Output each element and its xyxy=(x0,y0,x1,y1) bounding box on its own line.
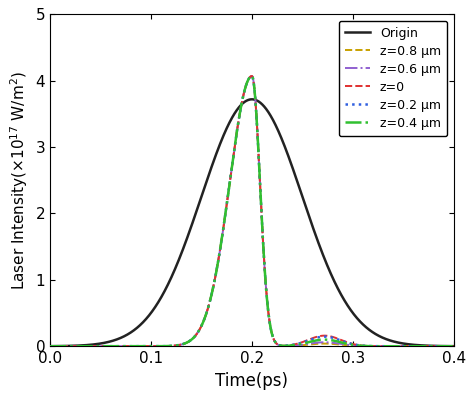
Legend: Origin, z=0.8 μm, z=0.6 μm, z=0, z=0.2 μm, z=0.4 μm: Origin, z=0.8 μm, z=0.6 μm, z=0, z=0.2 μ… xyxy=(339,21,447,136)
Line: z=0: z=0 xyxy=(50,76,454,346)
z=0.4 μm xyxy=(220,229,226,234)
z=0 xyxy=(239,100,245,105)
z=0.4 μm xyxy=(340,341,346,345)
z=0.2 μm xyxy=(340,339,346,344)
z=0 xyxy=(47,344,53,349)
Line: Origin: Origin xyxy=(50,100,454,346)
z=0.2 μm xyxy=(220,229,226,234)
z=0.2 μm xyxy=(438,344,444,349)
z=0.8 μm xyxy=(239,100,245,105)
z=0.2 μm xyxy=(451,344,456,349)
z=0.2 μm xyxy=(47,344,53,349)
z=0 xyxy=(438,344,444,349)
z=0 xyxy=(419,344,424,349)
Line: z=0.4 μm: z=0.4 μm xyxy=(50,76,454,346)
z=0 xyxy=(249,74,255,78)
z=0.6 μm xyxy=(451,344,456,349)
z=0.8 μm xyxy=(451,344,456,349)
z=0.8 μm xyxy=(438,344,444,349)
z=0.6 μm xyxy=(419,344,424,349)
Origin xyxy=(47,344,53,349)
z=0.8 μm xyxy=(249,74,255,78)
z=0.4 μm xyxy=(438,344,444,349)
Line: z=0.8 μm: z=0.8 μm xyxy=(50,76,454,346)
z=0 xyxy=(451,344,456,349)
z=0.8 μm xyxy=(419,344,424,349)
Origin xyxy=(451,344,456,349)
z=0.4 μm xyxy=(249,74,255,78)
z=0.6 μm xyxy=(340,342,346,347)
z=0.8 μm xyxy=(217,250,222,255)
z=0.6 μm xyxy=(47,344,53,349)
z=0 xyxy=(340,338,346,343)
z=0.6 μm xyxy=(438,344,444,349)
z=0.4 μm xyxy=(419,344,424,349)
Origin xyxy=(220,135,226,139)
z=0.2 μm xyxy=(217,250,222,255)
z=0.8 μm xyxy=(220,229,226,234)
z=0.6 μm xyxy=(249,74,255,78)
Origin xyxy=(217,142,222,147)
z=0.4 μm xyxy=(239,100,245,105)
z=0.2 μm xyxy=(239,100,245,105)
z=0.8 μm xyxy=(340,343,346,347)
Origin xyxy=(239,102,245,107)
z=0.6 μm xyxy=(220,229,226,234)
z=0.2 μm xyxy=(419,344,424,349)
z=0.6 μm xyxy=(217,250,222,255)
Origin xyxy=(249,97,255,102)
z=0.2 μm xyxy=(249,74,255,78)
Origin xyxy=(340,296,346,301)
z=0.4 μm xyxy=(451,344,456,349)
z=0.4 μm xyxy=(47,344,53,349)
z=0.4 μm xyxy=(217,250,222,255)
Origin xyxy=(438,343,444,348)
Origin xyxy=(419,343,424,348)
Line: z=0.2 μm: z=0.2 μm xyxy=(50,76,454,346)
z=0 xyxy=(220,229,226,234)
Line: z=0.6 μm: z=0.6 μm xyxy=(50,76,454,346)
z=0.6 μm xyxy=(239,100,245,105)
Y-axis label: Laser Intensity($\times$10$^{17}$ W/m$^2$): Laser Intensity($\times$10$^{17}$ W/m$^2… xyxy=(9,71,30,290)
X-axis label: Time(ps): Time(ps) xyxy=(215,372,288,390)
z=0 xyxy=(217,250,222,255)
z=0.8 μm xyxy=(47,344,53,349)
